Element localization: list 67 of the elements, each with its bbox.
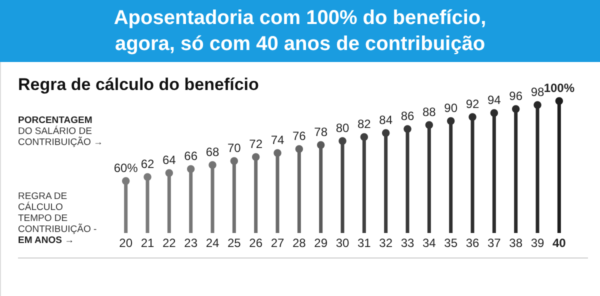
data-label: 98	[530, 85, 544, 99]
data-label: 60%	[114, 161, 138, 175]
x-tick-label: 32	[379, 236, 393, 250]
point	[425, 121, 434, 129]
x-tick-label: 25	[227, 236, 242, 250]
y-axis-title: PORCENTAGEM DO SALÁRIO DE CONTRIBUIÇÃO →	[18, 115, 103, 148]
point	[252, 153, 260, 161]
x-tick-label: 27	[270, 236, 284, 250]
point	[186, 165, 195, 173]
x-tick-label: 37	[487, 236, 502, 250]
data-label: 84	[379, 113, 393, 127]
point	[274, 149, 282, 157]
point	[122, 177, 130, 185]
x-tick-label: 35	[444, 236, 458, 250]
point	[208, 161, 216, 169]
point	[144, 173, 152, 181]
data-label: 88	[422, 105, 436, 119]
chart-subtitle: Regra de cálculo do benefício	[18, 75, 259, 94]
point	[338, 137, 346, 145]
point	[165, 169, 174, 177]
x-tick-label: 30	[336, 236, 350, 250]
x-tick-label: 36	[466, 236, 480, 250]
point	[534, 101, 542, 109]
x-tick-label: 24	[206, 236, 220, 250]
point	[490, 109, 498, 117]
data-label: 62	[140, 157, 154, 171]
x-tick-label: 26	[249, 236, 263, 250]
point	[382, 129, 390, 137]
data-label: 92	[466, 97, 480, 111]
data-label: 78	[314, 125, 328, 139]
chart-title: Aposentadoria com 100% do benefício, agora, só com 40 anos de contribuição	[114, 7, 486, 55]
point	[512, 105, 520, 113]
data-label: 64	[162, 153, 176, 167]
point	[446, 117, 455, 125]
point	[555, 97, 564, 105]
data-label: 94	[487, 93, 502, 107]
x-tick-label: 28	[292, 236, 306, 250]
x-tick-label: 39	[530, 236, 544, 250]
point	[404, 125, 412, 133]
point	[230, 157, 238, 165]
x-tick-label: 21	[140, 236, 154, 250]
data-label: 82	[357, 117, 372, 131]
x-axis-title: REGRA DE CÁLCULO TEMPO DE CONTRIBUIÇÃO - EM ANOS →	[18, 191, 97, 246]
point	[468, 113, 476, 121]
x-tick-label: 20	[119, 236, 133, 250]
point	[295, 145, 304, 153]
data-label: 66	[184, 149, 198, 163]
x-tick-label: 29	[314, 236, 328, 250]
x-tick-label: 23	[184, 236, 198, 250]
x-tick-label: 31	[357, 236, 372, 250]
x-tick-label: 34	[422, 236, 436, 250]
data-label: 72	[249, 137, 263, 151]
data-label: 80	[336, 121, 350, 135]
data-label: 76	[292, 129, 306, 143]
data-label: 86	[400, 109, 414, 123]
data-label: 68	[206, 145, 220, 159]
data-label: 96	[509, 89, 523, 103]
x-tick-label: 38	[509, 236, 523, 250]
data-label: 100%	[544, 81, 575, 95]
point	[316, 141, 325, 149]
data-label: 70	[227, 141, 242, 155]
x-tick-label: 40	[552, 236, 566, 250]
x-tick-label: 33	[400, 236, 414, 250]
x-tick-label: 22	[162, 236, 176, 250]
data-label: 90	[444, 101, 458, 115]
point	[360, 133, 368, 141]
data-label: 74	[270, 133, 284, 147]
